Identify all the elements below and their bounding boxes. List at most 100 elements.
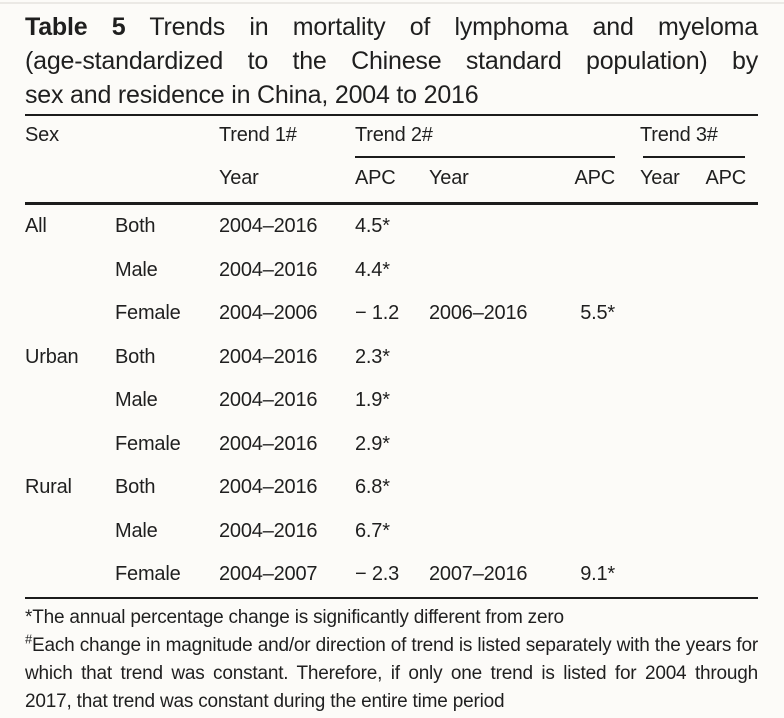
table-header-row-groups: Sex Trend 1# Trend 2# Trend 3#	[25, 116, 758, 155]
cell-apc2	[567, 423, 615, 467]
trend2-group-underline	[355, 156, 615, 158]
cell-apc1: 4.4*	[355, 258, 390, 281]
cell-year2	[429, 466, 567, 510]
cell-year3	[615, 466, 701, 510]
table-row-urban-male: Male 2004–2016 1.9*	[25, 379, 758, 423]
table-title-text: Trends in mortality of lymphoma and myel…	[149, 13, 759, 41]
cell-year2	[429, 249, 567, 293]
cell-year1: 2004–2016	[219, 345, 318, 368]
cell-group	[25, 292, 115, 336]
table-body: All Both 2004–2016 4.5* Male 2004–2016 4…	[25, 204, 758, 597]
header-trend3: Trend 3#	[640, 124, 718, 146]
footnote-significance: *The annual percentage change is signifi…	[25, 604, 758, 632]
cell-apc1: 4.5*	[355, 215, 390, 238]
cell-sex: Male	[115, 258, 158, 281]
cell-sex: Both	[115, 215, 156, 238]
header-sex: Sex	[25, 124, 59, 146]
header-trend2: Trend 2#	[355, 124, 433, 146]
cell-apc2	[567, 336, 615, 380]
cell-year2: 2006–2016	[429, 302, 528, 325]
cell-year3	[615, 553, 701, 597]
cell-year3	[615, 336, 701, 380]
cell-year2	[429, 379, 567, 423]
cell-year1: 2004–2016	[219, 519, 318, 542]
table-footnotes: *The annual percentage change is signifi…	[25, 596, 758, 716]
header-year-trend1: Year	[219, 155, 355, 205]
cell-year3	[615, 292, 701, 336]
cell-group: Rural	[25, 476, 72, 499]
trend3-group-underline	[643, 156, 745, 158]
cell-apc2	[567, 249, 615, 293]
cell-apc3	[701, 249, 758, 293]
table-row-rural-female: Female 2004–2007 − 2.3 2007–2016 9.1*	[25, 553, 758, 597]
cell-year1: 2004–2016	[219, 476, 318, 499]
header-apc-trend3: APC	[701, 155, 758, 205]
header-apc-trend1: APC	[355, 155, 429, 205]
footnote-hash-marker: #	[25, 631, 33, 647]
cell-year1: 2004–2016	[219, 389, 318, 412]
cell-apc1: 6.7*	[355, 519, 390, 542]
cell-group: All	[25, 215, 47, 238]
table-title-line1: Table 5 Trends in mortality of lymphoma …	[25, 10, 758, 44]
cell-sex: Both	[115, 476, 156, 499]
footnote-hash-text: Each change in magnitude and/or directio…	[25, 634, 758, 712]
cell-apc2: 9.1*	[580, 563, 615, 586]
table-row-all-female: Female 2004–2006 − 1.2 2006–2016 5.5*	[25, 292, 758, 336]
cell-year1: 2004–2007	[219, 563, 318, 586]
cell-apc1: 6.8*	[355, 476, 390, 499]
header-apc-trend2: APC	[567, 155, 615, 205]
cell-apc3	[701, 204, 758, 249]
table-header: Sex Trend 1# Trend 2# Trend 3# Year APC …	[25, 116, 758, 205]
cell-apc3	[701, 553, 758, 597]
table-row-rural-male: Male 2004–2016 6.7*	[25, 510, 758, 554]
header-year-trend2: Year	[429, 155, 567, 205]
footnote-star-text: The annual percentage change is signific…	[32, 606, 564, 628]
cell-year1: 2004–2016	[219, 432, 318, 455]
cell-year3	[615, 379, 701, 423]
footnote-star-marker: *	[25, 606, 33, 628]
table-row-all-male: Male 2004–2016 4.4*	[25, 249, 758, 293]
cell-apc2	[567, 466, 615, 510]
cell-year2	[429, 336, 567, 380]
cell-year3	[615, 510, 701, 554]
cell-apc1: 2.9*	[355, 432, 390, 455]
table-title-line3: sex and residence in China, 2004 to 2016	[25, 81, 479, 109]
table-header-row-sub: Year APC Year APC Year APC	[25, 155, 758, 205]
cell-year1: 2004–2016	[219, 215, 318, 238]
cell-year1: 2004–2006	[219, 302, 318, 325]
cell-apc3	[701, 336, 758, 380]
cell-apc3	[701, 510, 758, 554]
header-year-trend3: Year	[615, 155, 701, 205]
cell-group	[25, 379, 115, 423]
cell-sex: Male	[115, 519, 158, 542]
mortality-trends-table: Sex Trend 1# Trend 2# Trend 3# Year APC …	[25, 116, 758, 597]
cell-apc1: 2.3*	[355, 345, 390, 368]
cell-group: Urban	[25, 345, 79, 368]
cell-apc2	[567, 510, 615, 554]
table-row-urban-both: Urban Both 2004–2016 2.3*	[25, 336, 758, 380]
mortality-trends-table-wrap: Sex Trend 1# Trend 2# Trend 3# Year APC …	[25, 114, 758, 597]
cell-group	[25, 249, 115, 293]
table-row-all-both: All Both 2004–2016 4.5*	[25, 204, 758, 249]
table-row-rural-both: Rural Both 2004–2016 6.8*	[25, 466, 758, 510]
cell-sex: Female	[115, 563, 181, 586]
cell-apc3	[701, 423, 758, 467]
cell-group	[25, 423, 115, 467]
cell-sex: Female	[115, 432, 181, 455]
page-top-edge-line	[0, 2, 784, 4]
cell-apc3	[701, 292, 758, 336]
cell-year3	[615, 249, 701, 293]
cell-year2	[429, 510, 567, 554]
table-number-label: Table 5	[25, 13, 126, 41]
cell-apc1: − 1.2	[355, 302, 400, 325]
footnote-trend-definition: #Each change in magnitude and/or directi…	[25, 632, 758, 716]
cell-year2	[429, 423, 567, 467]
cell-apc3	[701, 466, 758, 510]
table-row-urban-female: Female 2004–2016 2.9*	[25, 423, 758, 467]
cell-sex: Both	[115, 345, 156, 368]
cell-year2	[429, 204, 567, 249]
cell-sex: Female	[115, 302, 181, 325]
header-empty	[25, 155, 219, 205]
table-title-line2: (age-standardized to the Chinese standar…	[25, 47, 758, 75]
